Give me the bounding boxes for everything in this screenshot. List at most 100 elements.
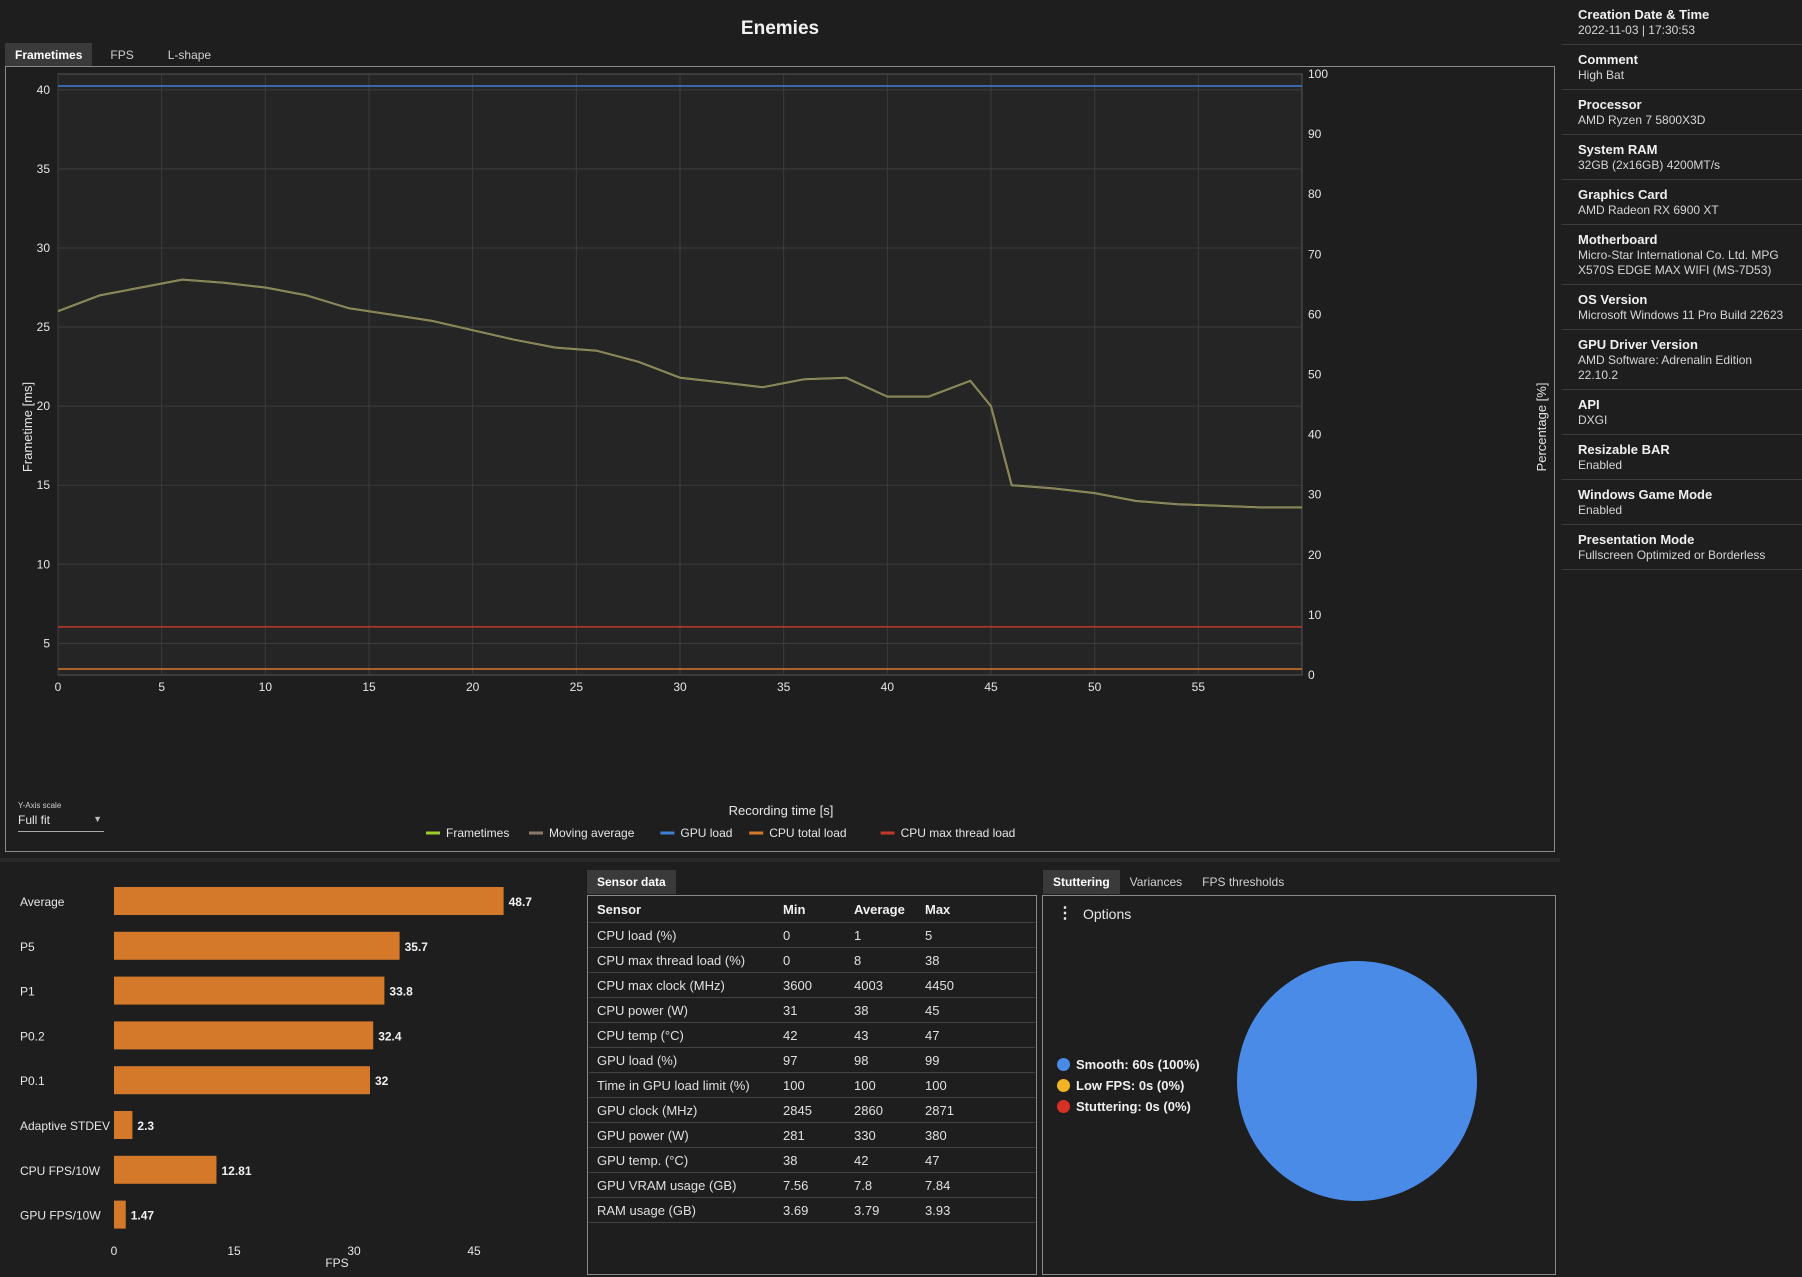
table-row[interactable]: CPU power (W) 31 38 45	[589, 997, 1035, 1023]
legend-label: CPU max thread load	[901, 826, 1016, 840]
table-row[interactable]: GPU load (%) 97 98 99	[589, 1047, 1035, 1073]
y-tick-label: 10	[37, 557, 51, 571]
y2-tick-label: 30	[1308, 488, 1322, 502]
tab-variances[interactable]: Variances	[1129, 875, 1183, 889]
x-tick-label: 45	[984, 680, 998, 694]
bar-value-label: 1.47	[131, 1209, 155, 1223]
info-item: Windows Game Mode Enabled	[1562, 480, 1802, 525]
sensor-tabs: Sensor data	[587, 870, 676, 894]
y-tick-label: 20	[37, 399, 51, 413]
y-axis-scale-dropdown[interactable]: Full fit ▼	[18, 813, 104, 832]
table-cell: CPU max thread load (%)	[589, 947, 775, 973]
table-cell: 98	[846, 1047, 917, 1073]
table-cell: 99	[917, 1047, 1035, 1073]
legend-label: CPU total load	[769, 826, 846, 840]
low-fps-label: Low FPS: 0s (0%)	[1076, 1078, 1185, 1093]
info-value: High Bat	[1578, 68, 1625, 82]
bar	[114, 1155, 217, 1184]
table-row[interactable]: GPU VRAM usage (GB) 7.56 7.8 7.84	[589, 1172, 1035, 1198]
info-item: OS Version Microsoft Windows 11 Pro Build…	[1562, 285, 1802, 330]
legend-item: CPU max thread load	[880, 826, 1016, 840]
table-cell: GPU load (%)	[589, 1047, 775, 1073]
bar	[114, 1021, 374, 1050]
y2-tick-label: 90	[1308, 127, 1322, 141]
table-row[interactable]: CPU load (%) 0 1 5	[589, 922, 1035, 948]
y2-tick-label: 100	[1308, 67, 1328, 81]
panel-divider	[0, 858, 1560, 862]
table-cell: 100	[917, 1072, 1035, 1098]
table-row[interactable]: CPU temp (°C) 42 43 47	[589, 1022, 1035, 1048]
y2-tick-label: 10	[1308, 608, 1322, 622]
table-cell: CPU max clock (MHz)	[589, 972, 775, 998]
tab-stuttering[interactable]: Stuttering	[1043, 870, 1120, 894]
info-label: Graphics Card	[1578, 187, 1668, 202]
y2-axis-label: Percentage [%]	[1534, 383, 1549, 472]
table-cell: 8	[846, 947, 917, 973]
tab-fps-thresholds[interactable]: FPS thresholds	[1202, 875, 1285, 889]
y-axis-scale-value: Full fit	[18, 813, 51, 827]
info-value: 32GB (2x16GB) 4200MT/s	[1578, 158, 1721, 172]
tab-sensor-data[interactable]: Sensor data	[587, 870, 676, 894]
table-row[interactable]: CPU max thread load (%) 0 8 38	[589, 947, 1035, 973]
table-row[interactable]: GPU clock (MHz) 2845 2860 2871	[589, 1097, 1035, 1123]
y2-tick-label: 50	[1308, 368, 1322, 382]
stuttering-label: Stuttering: 0s (0%)	[1076, 1099, 1191, 1114]
info-value: Fullscreen Optimized or Borderless	[1578, 548, 1766, 562]
y2-tick-label: 40	[1308, 428, 1322, 442]
bar-value-label: 12.81	[221, 1164, 251, 1178]
bar	[114, 976, 385, 1005]
info-value: Microsoft Windows 11 Pro Build 22623	[1578, 308, 1784, 322]
bar-x-tick-label: 15	[227, 1244, 241, 1258]
table-row[interactable]: GPU power (W) 281 330 380	[589, 1122, 1035, 1148]
page-title: Enemies	[740, 18, 820, 39]
chart-tabs: Frametimes FPS L-shape	[5, 43, 221, 67]
y2-tick-label: 70	[1308, 247, 1322, 261]
info-label: Presentation Mode	[1578, 532, 1695, 547]
info-value: 2022-11-03 | 17:30:53	[1578, 23, 1695, 37]
table-cell: 2845	[775, 1097, 846, 1123]
tab-l-shape[interactable]: L-shape	[167, 48, 212, 62]
smooth-dot-icon	[1057, 1058, 1070, 1071]
tab-fps[interactable]: FPS	[110, 48, 134, 62]
series-line-moving-average	[57, 278, 1302, 509]
table-cell: 38	[775, 1147, 846, 1173]
min-col-header[interactable]: Min	[783, 902, 806, 917]
y2-tick-label: 20	[1308, 548, 1322, 562]
bar-category-label: GPU FPS/10W	[20, 1209, 101, 1223]
table-row[interactable]: Time in GPU load limit (%) 100 100 100	[589, 1072, 1035, 1098]
bar-category-label: P5	[20, 940, 35, 954]
table-cell: 42	[846, 1147, 917, 1173]
info-label: GPU Driver Version	[1578, 337, 1698, 352]
table-cell: 100	[775, 1072, 846, 1098]
x-axis-label: Recording time [s]	[729, 803, 834, 818]
table-row[interactable]: CPU max clock (MHz) 3600 4003 4450	[589, 972, 1035, 998]
options-button[interactable]: ⋮ Options	[1057, 906, 1131, 923]
table-cell: 47	[917, 1022, 1035, 1048]
stutter-legend: Smooth: 60s (100%) Low FPS: 0s (0%) Stut…	[1057, 1054, 1200, 1117]
info-item: Creation Date & Time 2022-11-03 | 17:30:5…	[1562, 0, 1802, 45]
info-label: Comment	[1578, 52, 1638, 67]
stuttering-panel: ⋮ Options Smooth: 60s (100%) Low FPS: 0s…	[1042, 895, 1556, 1275]
x-tick-label: 0	[55, 680, 62, 694]
info-item: Presentation Mode Fullscreen Optimized or…	[1562, 525, 1802, 570]
sensor-col-header[interactable]: Sensor	[597, 902, 642, 917]
table-cell: GPU power (W)	[589, 1122, 775, 1148]
table-row[interactable]: GPU temp. (°C) 38 42 47	[589, 1147, 1035, 1173]
info-label: System RAM	[1578, 142, 1658, 157]
legend-label: GPU load	[680, 826, 732, 840]
x-tick-label: 15	[362, 680, 376, 694]
table-row[interactable]: RAM usage (GB) 3.69 3.79 3.93	[589, 1197, 1035, 1223]
x-tick-label: 25	[570, 680, 584, 694]
info-label: API	[1578, 397, 1600, 412]
info-value: Enabled	[1578, 503, 1623, 517]
average-col-header[interactable]: Average	[854, 902, 905, 917]
max-col-header[interactable]: Max	[925, 902, 951, 917]
info-item: System RAM 32GB (2x16GB) 4200MT/s	[1562, 135, 1802, 180]
table-cell: 3600	[775, 972, 846, 998]
legend-label: Frametimes	[446, 826, 509, 840]
tab-frametimes[interactable]: Frametimes	[5, 43, 93, 67]
bar-value-label: 48.7	[509, 895, 533, 909]
table-cell: 1	[846, 922, 917, 948]
system-info-panel: Creation Date & Time 2022-11-03 | 17:30:5…	[1562, 0, 1802, 1277]
info-value: Enabled	[1578, 458, 1623, 472]
